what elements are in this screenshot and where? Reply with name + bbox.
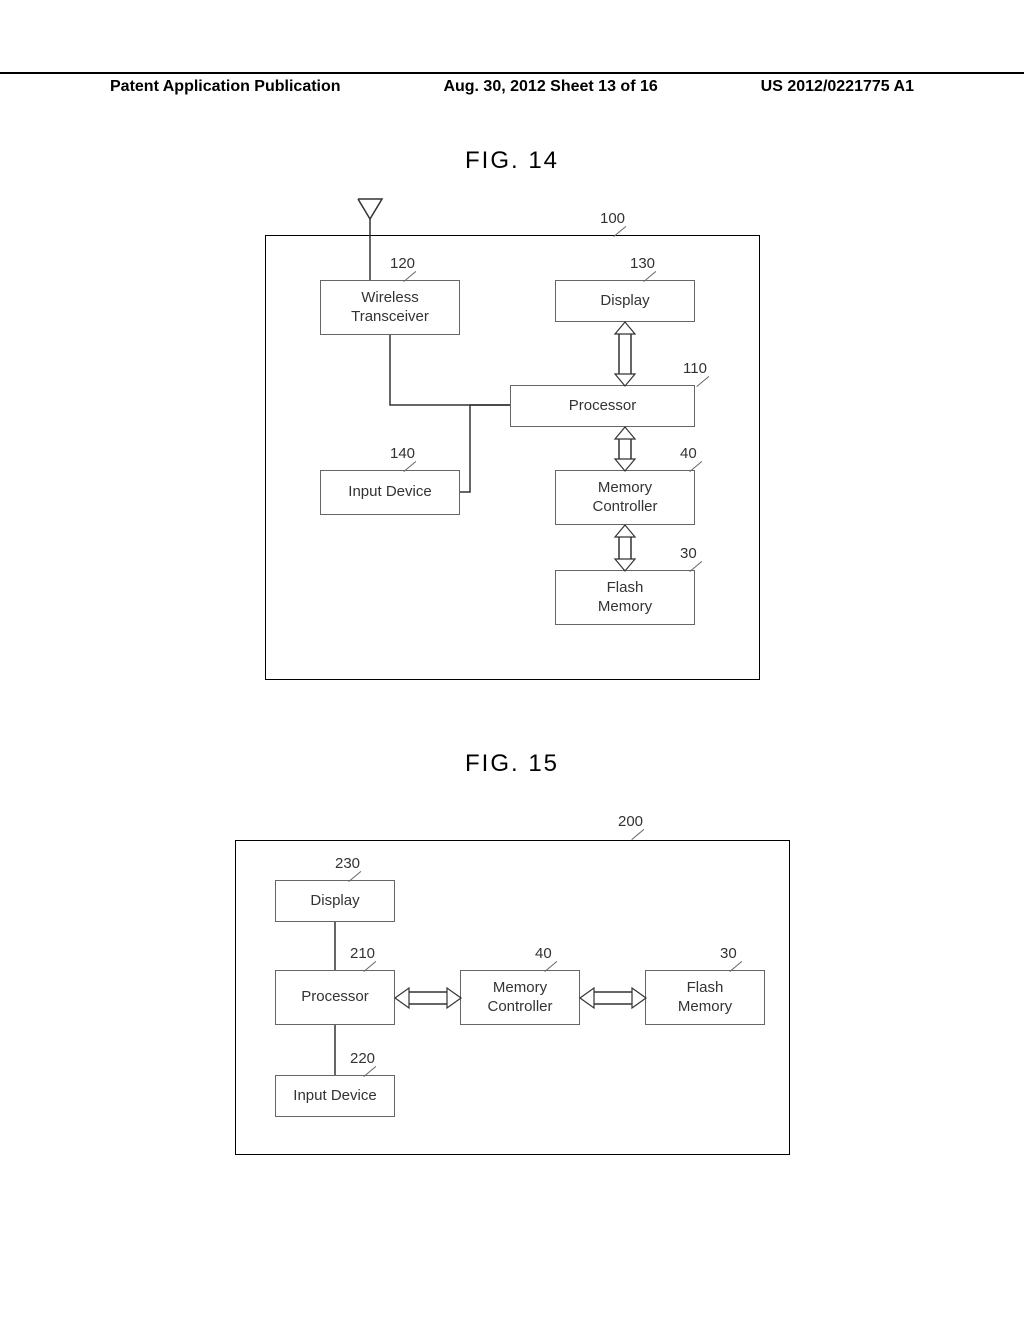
fig15-title: FIG. 15 xyxy=(0,750,1024,778)
conn-processor-memctrl xyxy=(610,427,640,471)
conn-memctrl-flash xyxy=(610,525,640,571)
conn-input-processor xyxy=(460,405,515,495)
conn-wireless-processor xyxy=(370,335,515,410)
block-flash-memory-15: FlashMemory xyxy=(645,970,765,1025)
header-left: Patent Application Publication xyxy=(110,78,341,96)
header-center: Aug. 30, 2012 Sheet 13 of 16 xyxy=(443,78,657,96)
block-input-device-15: Input Device xyxy=(275,1075,395,1117)
block-processor-15: Processor xyxy=(275,970,395,1025)
block-processor-14: Processor xyxy=(510,385,695,427)
header-right: US 2012/0221775 A1 xyxy=(761,78,914,96)
block-wireless-transceiver: WirelessTransceiver xyxy=(320,280,460,335)
block-memory-controller-15: MemoryController xyxy=(460,970,580,1025)
fig14-title: FIG. 14 xyxy=(0,147,1024,175)
block-input-device-14: Input Device xyxy=(320,470,460,515)
conn-processor-input-15 xyxy=(334,1025,336,1075)
conn-processor-memctrl-15 xyxy=(395,984,461,1012)
block-display-14: Display xyxy=(555,280,695,322)
conn-display-processor xyxy=(610,322,640,386)
antenna-icon xyxy=(350,195,390,241)
block-display-15: Display xyxy=(275,880,395,922)
page-header: Patent Application Publication Aug. 30, … xyxy=(0,72,1024,96)
block-flash-memory-14: FlashMemory xyxy=(555,570,695,625)
conn-antenna-wireless xyxy=(370,241,372,281)
conn-display-processor-15 xyxy=(334,922,336,970)
conn-memctrl-flash-15 xyxy=(580,984,646,1012)
block-memory-controller-14: MemoryController xyxy=(555,470,695,525)
